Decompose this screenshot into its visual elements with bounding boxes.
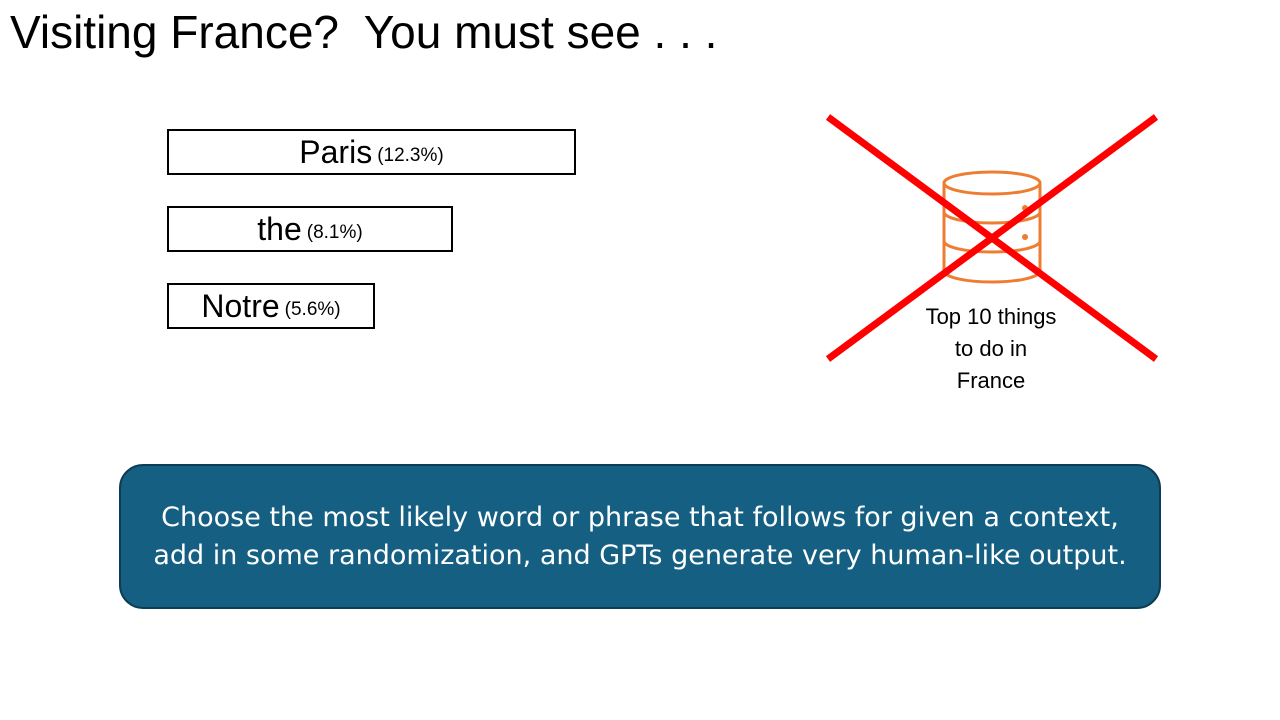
token-probability: (5.6%) (284, 299, 341, 320)
token-probability: (8.1%) (306, 222, 363, 243)
explanation-callout: Choose the most likely word or phrase th… (119, 464, 1161, 609)
callout-text: Choose the most likely word or phrase th… (153, 501, 1127, 571)
crossed-out-database (826, 114, 1158, 362)
token-word: Paris (299, 134, 373, 170)
database-icon (826, 114, 1158, 362)
token-candidate-paris: Paris (12.3%) (167, 129, 576, 175)
token-candidate-notre: Notre (5.6%) (167, 283, 375, 329)
token-word: the (257, 211, 302, 247)
database-caption: Top 10 things to do in France (925, 304, 1057, 393)
token-word: Notre (201, 288, 280, 324)
token-probability: (12.3%) (377, 145, 444, 166)
token-candidate-the: the (8.1%) (167, 206, 453, 252)
cross-out-icon (826, 114, 1158, 362)
slide-title: Visiting France? You must see . . . (10, 6, 718, 58)
